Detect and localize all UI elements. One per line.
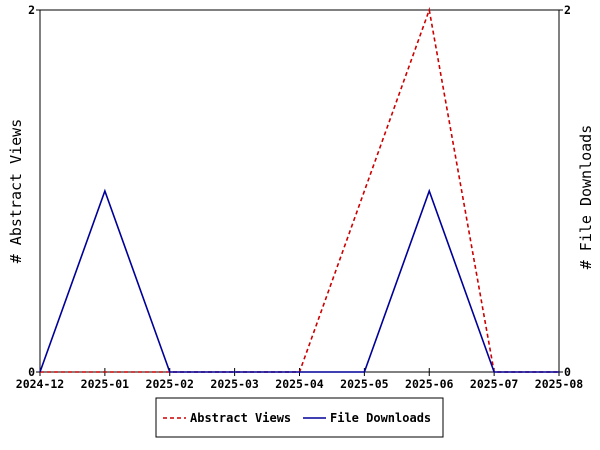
right-y-tick-label: 2 (564, 3, 571, 17)
y-axes: 0 0 2 2 (28, 3, 571, 379)
x-tick-label: 2025-05 (340, 377, 389, 391)
x-tick-label: 2025-08 (535, 377, 584, 391)
left-y-tick-label: 0 (28, 365, 35, 379)
x-axis: 2024-12 2025-01 2025-02 2025-03 2025-04 2025-… (16, 368, 584, 391)
plot-frame (39, 9, 560, 373)
legend-box (155, 397, 444, 438)
series-layer (39, 6, 559, 373)
x-tick-label: 2025-01 (81, 377, 130, 391)
legend-label-file-downloads: File Downloads (330, 411, 431, 425)
left-axis-title: # Abstract Views (7, 119, 25, 264)
x-tick-label: 2025-02 (146, 377, 194, 391)
left-y-tick-label: 2 (28, 3, 35, 17)
x-tick-label: 2025-06 (405, 377, 454, 391)
series-line-file-downloads (39, 188, 559, 373)
x-tick-label: 2025-03 (210, 377, 259, 391)
x-tick-label: 2024-12 (16, 377, 64, 391)
right-y-tick-label: 0 (564, 365, 571, 379)
legend-label-abstract-views: Abstract Views (190, 411, 291, 425)
x-tick-label: 2025-04 (275, 377, 324, 391)
legend: Abstract Views File Downloads (155, 397, 444, 438)
x-tick-label: 2025-07 (470, 377, 519, 391)
right-axis-title: # File Downloads (577, 125, 595, 270)
